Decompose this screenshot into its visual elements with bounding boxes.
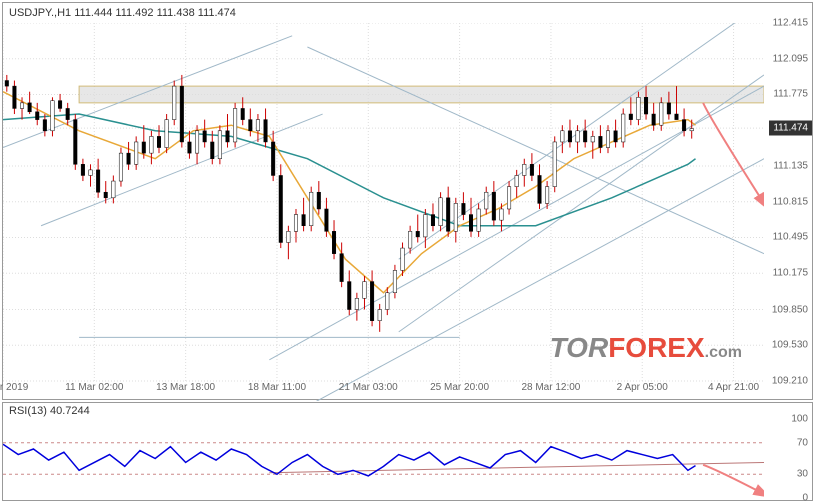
rsi-y-tick-label: 100 [791, 414, 808, 425]
y-tick-label: 110.815 [773, 196, 808, 207]
rsi-y-axis: 03070100 [762, 403, 812, 500]
rsi-chart-svg [3, 419, 764, 498]
rsi-header: RSI(13) 40.7244 [9, 405, 90, 417]
rsi-indicator-chart[interactable]: RSI(13) 40.7244 0 30 70 100 [2, 402, 813, 501]
y-tick-label: 109.850 [772, 304, 808, 315]
x-tick-label: 25 Mar 20:00 [430, 382, 489, 393]
main-x-axis: 6 Mar 2019 11 Mar 02:00 13 Mar 18:00 18 Mar… [3, 379, 762, 399]
y-tick-label: 112.415 [773, 18, 808, 29]
y-tick-label: 112.095 [773, 53, 808, 64]
y-tick-label: 110.495 [773, 232, 808, 243]
x-tick-label: 21 Mar 03:00 [339, 382, 398, 393]
rsi-y-tick-label: 30 [797, 469, 808, 480]
y-tick-label: 109.530 [772, 340, 808, 351]
x-tick-label: 4 Apr 21:00 [708, 382, 759, 393]
main-y-axis: 109.210 109.530 109.850 110.175 110.495 110.8… [762, 3, 812, 399]
x-tick-label: 2 Apr 05:00 [617, 382, 668, 393]
x-tick-label: 6 Mar 2019 [0, 382, 28, 393]
x-tick-label: 11 Mar 02:00 [65, 382, 123, 393]
x-tick-label: 13 Mar 18:00 [156, 382, 215, 393]
rsi-y-tick-label: 70 [797, 437, 808, 448]
y-tick-label: 111.775 [773, 89, 808, 100]
current-price-tag: 111.474 [769, 121, 812, 136]
x-tick-label: 18 Mar 11:00 [248, 382, 306, 393]
main-chart-svg [3, 23, 764, 401]
chart-header: USDJPY.,H1 111.444 111.492 111.438 111.4… [9, 7, 236, 19]
x-tick-label: 28 Mar 12:00 [521, 382, 580, 393]
y-tick-label: 111.135 [773, 160, 808, 171]
main-price-chart[interactable]: USDJPY.,H1 111.444 111.492 111.438 111.4… [2, 2, 813, 400]
y-tick-label: 110.175 [773, 268, 808, 279]
y-tick-label: 109.210 [772, 376, 808, 387]
rsi-y-tick-label: 0 [802, 493, 808, 504]
